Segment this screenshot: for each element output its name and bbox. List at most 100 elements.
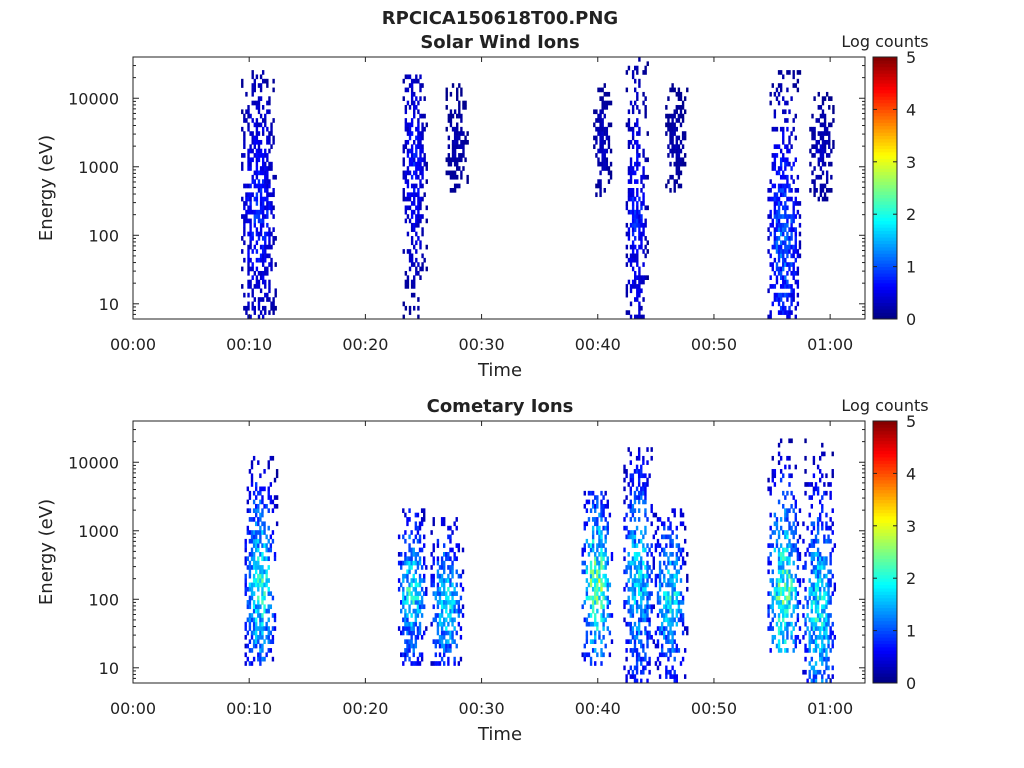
colorbar-segment: [873, 421, 897, 425]
spectrogram-pixel: [244, 621, 247, 627]
colorbar-segment: [873, 627, 897, 631]
spectrogram-pixel: [788, 586, 791, 592]
spectrogram-pixel: [259, 569, 262, 575]
spectrogram-pixel: [451, 174, 455, 180]
spectrogram-pixel: [784, 534, 787, 540]
spectrogram-pixel: [804, 438, 807, 444]
spectrogram-pixel: [275, 503, 279, 509]
spectrogram-pixel: [782, 473, 785, 479]
spectrogram-pixel: [788, 538, 791, 544]
spectrogram-pixel: [604, 573, 607, 579]
spectrogram-pixel: [248, 560, 252, 566]
spectrogram-pixel: [782, 552, 785, 557]
spectrogram-pixel: [631, 560, 635, 566]
spectrogram-pixel: [631, 74, 635, 80]
spectrogram-pixel: [796, 188, 800, 193]
spectrogram-pixel: [447, 565, 450, 570]
spectrogram-pixel: [275, 473, 279, 479]
spectrogram-pixel: [583, 560, 586, 566]
spectrogram-pixel: [249, 157, 252, 163]
colorbar-segment: [873, 273, 897, 277]
spectrogram-pixel: [461, 586, 465, 592]
spectrogram-pixel: [642, 70, 645, 75]
spectrogram-pixel: [402, 144, 405, 149]
spectrogram-pixel: [825, 613, 828, 618]
spectrogram-pixel: [445, 157, 448, 163]
colorbar-segment: [873, 597, 897, 602]
spectrogram-pixel: [267, 626, 270, 631]
y-tick-label: 1000: [78, 158, 119, 177]
spectrogram-pixel: [265, 547, 268, 553]
spectrogram-pixel: [402, 170, 405, 176]
spectrogram-pixel: [816, 573, 820, 579]
spectrogram-pixel: [400, 560, 403, 566]
spectrogram-pixel: [790, 301, 793, 307]
spectrogram-pixel: [779, 469, 783, 474]
spectrogram-pixel: [406, 139, 410, 145]
spectrogram-pixel: [418, 547, 422, 553]
spectrogram-pixel: [775, 591, 779, 596]
spectrogram-pixel: [631, 105, 635, 110]
spectrogram-pixel: [599, 87, 602, 93]
spectrogram-pixel: [829, 556, 832, 562]
spectrogram-pixel: [804, 630, 807, 636]
spectrogram-pixel: [679, 512, 683, 518]
spectrogram-pixel: [246, 508, 250, 513]
spectrogram-pixel: [794, 512, 797, 518]
spectrogram-pixel: [263, 569, 266, 575]
spectrogram-pixel: [402, 188, 405, 193]
colorbar-segment: [873, 496, 897, 500]
spectrogram-pixel: [251, 100, 254, 106]
spectrogram-pixel: [808, 617, 811, 623]
spectrogram-pixel: [648, 634, 651, 640]
spectrogram-pixel: [610, 613, 614, 618]
spectrogram-pixel: [804, 595, 807, 601]
spectrogram-pixel: [773, 634, 777, 640]
spectrogram-pixel: [410, 279, 414, 285]
spectrogram-pixel: [623, 477, 626, 483]
spectrogram-pixel: [459, 595, 463, 601]
spectrogram-pixel: [663, 521, 666, 527]
spectrogram-pixel: [447, 573, 450, 579]
spectrogram-pixel: [244, 643, 247, 649]
spectrogram-pixel: [777, 183, 781, 189]
spectrogram-pixel: [244, 582, 247, 588]
colorbar-segment: [873, 519, 897, 523]
spectrogram-pixel: [440, 556, 444, 562]
spectrogram-pixel: [636, 166, 639, 171]
spectrogram-pixel: [823, 656, 826, 662]
spectrogram-pixel: [635, 569, 639, 575]
spectrogram-pixel: [784, 109, 787, 115]
spectrogram-pixel: [264, 118, 267, 123]
spectrogram-pixel: [268, 310, 271, 315]
spectrogram-pixel: [677, 96, 681, 101]
spectrogram-pixel: [796, 253, 800, 259]
spectrogram-pixel: [594, 495, 597, 500]
spectrogram-pixel: [681, 113, 685, 119]
spectrogram-pixel: [784, 310, 787, 315]
spectrogram-pixel: [677, 161, 681, 167]
spectrogram-pixel: [404, 270, 408, 276]
spectrogram-pixel: [673, 591, 676, 596]
spectrogram-pixel: [605, 105, 609, 110]
spectrogram-pixel: [415, 135, 418, 141]
spectrogram-pixel: [264, 161, 267, 167]
spectrogram-pixel: [784, 569, 787, 575]
spectrogram-pixel: [792, 249, 795, 254]
spectrogram-pixel: [261, 262, 265, 267]
spectrogram-pixel: [629, 530, 632, 535]
spectrogram-pixel: [660, 534, 664, 540]
spectrogram-pixel: [635, 525, 639, 531]
spectrogram-pixel: [812, 626, 816, 631]
spectrogram-pixel: [804, 617, 807, 623]
spectrogram-pixel: [259, 148, 263, 154]
colorbar-segment: [873, 610, 897, 615]
spectrogram-pixel: [683, 153, 687, 158]
spectrogram-pixel: [252, 621, 256, 627]
spectrogram-pixel: [598, 586, 601, 592]
spectrogram-pixel: [600, 490, 603, 496]
spectrogram-pixel: [408, 626, 411, 631]
spectrogram-pixel: [255, 543, 258, 548]
spectrogram-pixel: [773, 512, 777, 518]
spectrogram-pixel: [432, 517, 435, 522]
